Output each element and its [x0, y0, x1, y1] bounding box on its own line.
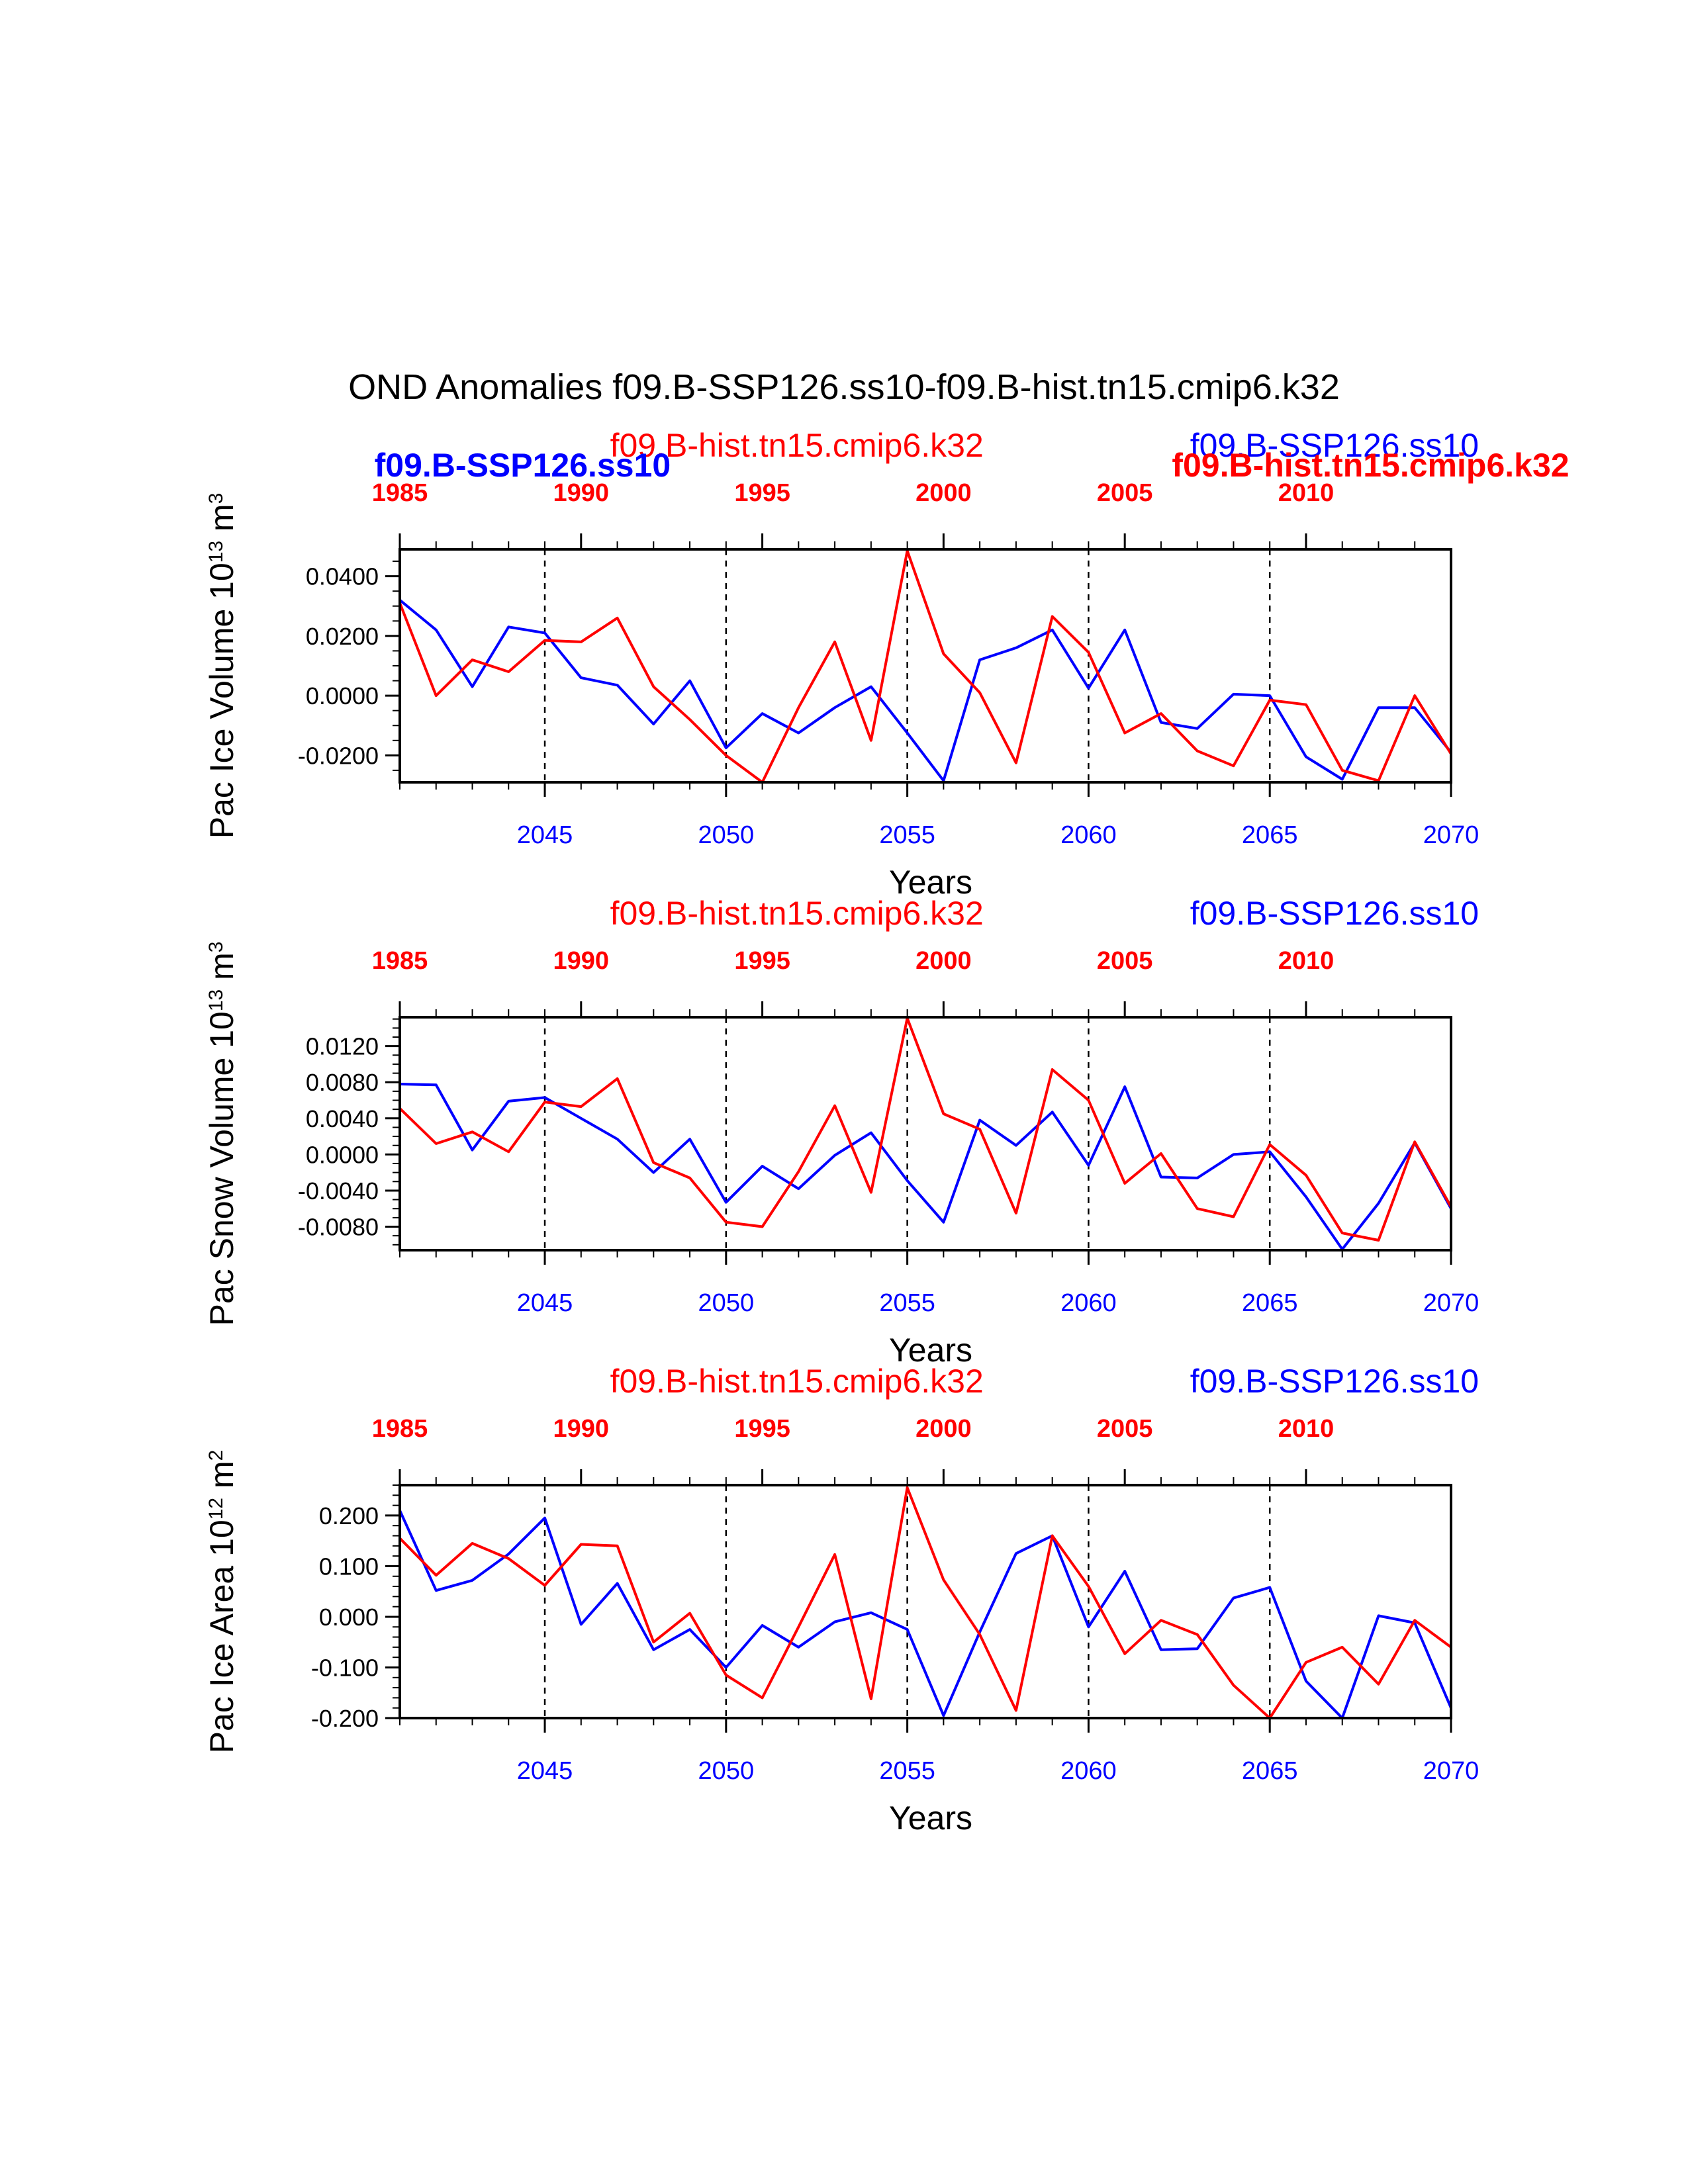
y-tick-label: 0.0040: [306, 1105, 379, 1132]
x-tick-label: 2065: [1242, 821, 1298, 849]
case-label: f09.B-SSP126.ss10: [1190, 895, 1479, 932]
figure-title: OND Anomalies f09.B-SSP126.ss10-f09.B-hi…: [348, 367, 1340, 407]
top-x-tick-label: 2005: [1097, 479, 1153, 507]
panels: -0.0200 0.0000 0.0200 0.0400 2045 2050 2055 206…: [203, 427, 1570, 1837]
top-x-tick-label: 1985: [372, 1415, 428, 1443]
x-tick-label: 2070: [1423, 1757, 1479, 1785]
case-label: f09.B-SSP126.ss10: [1190, 1363, 1479, 1400]
case-label: f09.B-hist.tn15.cmip6.k32: [610, 895, 984, 932]
x-axis-label: Years: [889, 1332, 972, 1369]
x-tick-label: 2055: [879, 1289, 935, 1317]
x-tick-label: 2060: [1060, 821, 1117, 849]
case-label: f09.B-SSP126.ss10: [375, 447, 671, 484]
chart-panel: -0.0200 0.0000 0.0200 0.0400 2045 2050 2055 206…: [203, 427, 1570, 901]
top-x-tick-label: 1995: [734, 479, 790, 507]
top-x-tick-label: 2000: [915, 947, 972, 975]
x-tick-label: 2050: [698, 1757, 755, 1785]
y-axis-label: Pac Snow Volume 1013 m3: [203, 942, 240, 1326]
y-tick-label: -0.0080: [298, 1214, 379, 1241]
series-line-hist: [399, 1017, 1452, 1242]
top-x-tick-label: 1990: [553, 947, 610, 975]
x-tick-label: 2050: [698, 821, 755, 849]
top-x-tick-label: 2010: [1278, 479, 1335, 507]
x-tick-label: 2055: [879, 821, 935, 849]
top-x-tick-label: 1985: [372, 479, 428, 507]
series-line-ssp: [399, 1083, 1452, 1251]
case-label: f09.B-hist.tn15.cmip6.k32: [610, 427, 984, 464]
series-line-hist: [399, 549, 1452, 784]
x-tick-label: 2045: [517, 1757, 573, 1785]
plot-frame: [399, 1484, 1452, 1719]
x-tick-label: 2055: [879, 1757, 935, 1785]
x-tick-label: 2070: [1423, 821, 1479, 849]
x-tick-label: 2060: [1060, 1757, 1117, 1785]
case-label: f09.B-hist.tn15.cmip6.k32: [610, 1363, 984, 1400]
y-tick-label: -0.0200: [298, 742, 379, 769]
x-tick-label: 2070: [1423, 1289, 1479, 1317]
series-line-hist: [399, 1486, 1452, 1719]
y-tick-label: 0.0200: [306, 623, 379, 650]
x-tick-label: 2045: [517, 821, 573, 849]
series-line-ssp: [399, 1510, 1452, 1719]
top-x-tick-label: 2000: [915, 1415, 972, 1443]
top-x-tick-label: 1990: [553, 479, 610, 507]
plot-frame: [399, 548, 1452, 784]
x-tick-label: 2065: [1242, 1757, 1298, 1785]
top-x-tick-label: 2010: [1278, 1415, 1335, 1443]
x-tick-label: 2060: [1060, 1289, 1117, 1317]
chart-panel: -0.200 -0.100 0.000 0.100 0.200 2045 2050 2055 2…: [203, 1363, 1479, 1837]
y-tick-label: 0.200: [319, 1502, 379, 1529]
x-tick-label: 2065: [1242, 1289, 1298, 1317]
case-label: f09.B-SSP126.ss10: [1190, 427, 1479, 464]
top-x-tick-label: 1995: [734, 947, 790, 975]
y-tick-label: 0.100: [319, 1553, 379, 1580]
case-label: f09.B-hist.tn15.cmip6.k32: [1172, 447, 1569, 484]
top-x-tick-label: 1985: [372, 947, 428, 975]
y-tick-label: 0.0000: [306, 682, 379, 709]
x-axis-label: Years: [889, 1799, 972, 1837]
y-tick-label: -0.100: [311, 1654, 379, 1681]
top-x-tick-label: 1990: [553, 1415, 610, 1443]
top-x-tick-label: 2000: [915, 479, 972, 507]
x-tick-label: 2045: [517, 1289, 573, 1317]
chart-panel: -0.0080 -0.0040 0.0000 0.0040 0.0080 0.0120 20…: [203, 895, 1479, 1369]
top-x-tick-label: 2005: [1097, 1415, 1153, 1443]
y-axis-label: Pac Ice Volume 1013 m3: [203, 493, 240, 839]
top-x-tick-label: 1995: [734, 1415, 790, 1443]
y-tick-label: -0.200: [311, 1705, 379, 1732]
y-axis-label: Pac Ice Area 1012 m2: [203, 1450, 240, 1754]
y-tick-label: -0.0040: [298, 1177, 379, 1205]
y-tick-label: 0.0080: [306, 1069, 379, 1096]
y-tick-label: 0.0400: [306, 563, 379, 590]
y-tick-label: 0.000: [319, 1604, 379, 1631]
top-x-tick-label: 2005: [1097, 947, 1153, 975]
y-tick-label: 0.0120: [306, 1033, 379, 1060]
x-axis-label: Years: [889, 864, 972, 901]
series-line-ssp: [399, 599, 1452, 782]
plot-frame: [399, 1016, 1452, 1251]
top-x-tick-label: 2010: [1278, 947, 1335, 975]
x-tick-label: 2050: [698, 1289, 755, 1317]
y-tick-label: 0.0000: [306, 1141, 379, 1168]
